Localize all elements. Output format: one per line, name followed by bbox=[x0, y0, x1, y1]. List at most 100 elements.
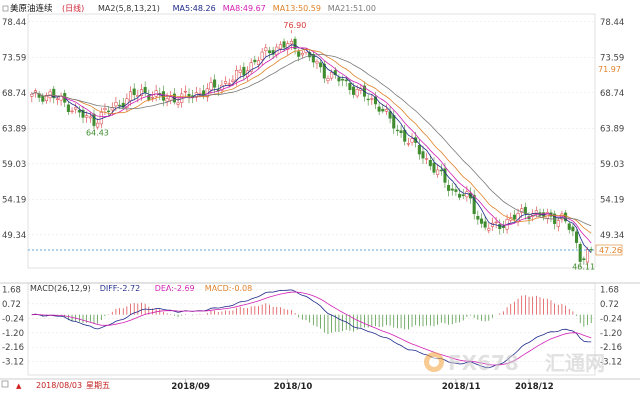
candle bbox=[224, 76, 228, 87]
y-tick-right: 73.59 bbox=[600, 53, 624, 63]
candle bbox=[132, 83, 136, 101]
candle bbox=[147, 89, 151, 102]
collapse-icon[interactable]: ▲ bbox=[16, 382, 22, 390]
x-tick: 2018/11 bbox=[442, 382, 481, 392]
candle bbox=[348, 79, 352, 95]
candle bbox=[154, 84, 158, 102]
y-tick-right: 59.03 bbox=[600, 160, 624, 170]
candle bbox=[311, 51, 315, 68]
y-tick-right: 49.34 bbox=[600, 231, 624, 241]
bottom-left-controls[interactable]: ▲ bbox=[1, 380, 22, 390]
candle bbox=[498, 219, 502, 235]
candle bbox=[183, 85, 187, 98]
candle bbox=[249, 58, 253, 75]
main-panel-frame bbox=[27, 13, 596, 269]
price-annotation: 64.43 bbox=[86, 128, 109, 137]
candle bbox=[319, 60, 323, 73]
candle bbox=[556, 217, 560, 232]
candle bbox=[77, 106, 81, 118]
y-tick-left: 78.44 bbox=[2, 18, 26, 28]
macd-y-tick-right: -3.12 bbox=[600, 358, 622, 368]
legend-item: MA2(5,8,13,21) bbox=[98, 4, 160, 13]
candle bbox=[118, 99, 122, 110]
candle bbox=[81, 105, 85, 124]
candle bbox=[85, 111, 89, 123]
macd-y-tick-right: 0.72 bbox=[600, 300, 619, 310]
y-tick-right: 63.89 bbox=[600, 124, 624, 134]
macd-y-tick-left: -3.12 bbox=[2, 358, 24, 368]
current-price-tag: 47.26 bbox=[595, 244, 623, 256]
candle bbox=[523, 202, 527, 220]
macd-y-tick-left: -1.20 bbox=[2, 329, 24, 339]
legend-item: MA8:49.67 bbox=[223, 4, 266, 13]
candle bbox=[381, 104, 385, 114]
candle bbox=[289, 38, 293, 50]
legend-box-icon bbox=[2, 5, 9, 12]
candle bbox=[447, 179, 451, 197]
candle bbox=[300, 50, 304, 59]
candle bbox=[52, 85, 56, 104]
candle bbox=[44, 92, 48, 104]
macd-legend-item: MACD(26,12,9) bbox=[30, 284, 91, 293]
candle bbox=[406, 137, 410, 147]
macd-y-tick-left: -2.16 bbox=[2, 343, 24, 353]
candle bbox=[472, 189, 476, 220]
y-tick-right: 68.74 bbox=[600, 89, 624, 99]
candle bbox=[213, 74, 217, 94]
main-legend: 美原油连续 (日线) MA2(5,8,13,21) MA5:48.26 MA8:49… bbox=[2, 3, 376, 14]
x-tick: 2018/10 bbox=[274, 382, 313, 392]
y-tick-left: 59.03 bbox=[2, 160, 26, 170]
candle bbox=[425, 152, 429, 165]
candle bbox=[377, 102, 381, 116]
candle bbox=[337, 74, 341, 87]
candle bbox=[66, 101, 70, 115]
candle bbox=[253, 55, 257, 65]
candle bbox=[461, 188, 465, 199]
macd-legend-item: DIFF:-2.72 bbox=[100, 284, 141, 293]
ma8-line bbox=[31, 46, 592, 244]
candle bbox=[150, 91, 155, 102]
date-label: 2018/08/03 bbox=[36, 381, 82, 390]
macd-y-tick-right: -1.20 bbox=[600, 329, 622, 339]
candle bbox=[107, 105, 111, 117]
macd-y-tick-left: -0.24 bbox=[2, 314, 24, 324]
dea-line bbox=[31, 291, 592, 366]
candle bbox=[578, 241, 582, 268]
candle bbox=[238, 65, 242, 79]
weekday-label: 星期五 bbox=[86, 381, 110, 390]
ma5-line bbox=[31, 44, 592, 253]
candle bbox=[575, 229, 579, 249]
y-tick-left: 68.74 bbox=[2, 89, 26, 99]
legend-item: MA5:48.26 bbox=[173, 4, 216, 13]
candle bbox=[176, 97, 180, 108]
candle bbox=[384, 104, 388, 115]
y-tick-left: 63.89 bbox=[2, 124, 26, 134]
macd-y-tick-right: -2.16 bbox=[600, 343, 622, 353]
watermark-right: 汇通网 bbox=[545, 351, 605, 375]
candle bbox=[436, 164, 440, 178]
candle bbox=[103, 103, 107, 115]
candle bbox=[567, 220, 571, 234]
y-tick-left: 49.34 bbox=[2, 231, 26, 241]
candle bbox=[487, 223, 491, 234]
candle bbox=[267, 46, 271, 59]
candle bbox=[479, 213, 484, 228]
x-tick: 2018/09 bbox=[171, 382, 210, 392]
candle bbox=[439, 164, 443, 176]
candle bbox=[582, 256, 586, 265]
watermark: FX678 汇通网 bbox=[424, 351, 605, 375]
ma13-line bbox=[31, 48, 592, 234]
candle bbox=[370, 93, 374, 105]
price-annotation: 46.11 bbox=[572, 262, 595, 271]
y-tick-left: 73.59 bbox=[2, 53, 26, 63]
toggle-icon[interactable] bbox=[1, 380, 9, 388]
candle bbox=[512, 210, 516, 222]
candle bbox=[315, 58, 319, 69]
ma21-line bbox=[31, 53, 592, 227]
candle bbox=[70, 107, 74, 114]
candle bbox=[326, 75, 330, 85]
candle bbox=[483, 216, 487, 231]
chart-title: 美原油连续 bbox=[10, 3, 53, 14]
candle bbox=[494, 216, 498, 229]
